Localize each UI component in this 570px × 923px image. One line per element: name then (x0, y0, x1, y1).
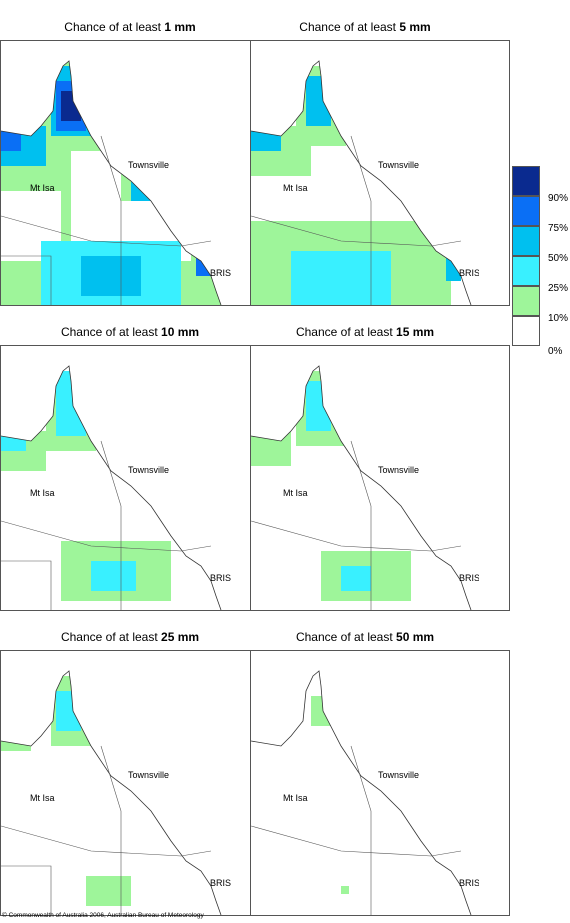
panel-title-25mm: Chance of at least 25 mm (60, 630, 200, 644)
map-1mm: Townsville Mt Isa BRIS (0, 40, 260, 306)
label-mt-isa: Mt Isa (283, 488, 308, 498)
label-mt-isa: Mt Isa (283, 183, 308, 193)
label-bris: BRIS (210, 573, 231, 583)
map-15mm: Townsville Mt Isa BRIS (250, 345, 510, 611)
label-mt-isa: Mt Isa (283, 793, 308, 803)
legend-label-25: 25% (548, 283, 569, 294)
panel-title-1mm: Chance of at least 1 mm (64, 20, 196, 34)
panel-title-15mm: Chance of at least 15 mm (295, 325, 435, 339)
panel-title-5mm: Chance of at least 5 mm (299, 20, 431, 34)
label-bris: BRIS (210, 878, 231, 888)
label-mt-isa: Mt Isa (30, 793, 55, 803)
map-50mm: Townsville Mt Isa BRIS (250, 650, 510, 916)
panel-title-50mm: Chance of at least 50 mm (295, 630, 435, 644)
label-bris: BRIS (210, 268, 231, 278)
copyright-text: © Commonwealth of Australia 2006, Austra… (2, 912, 204, 919)
label-townsville: Townsville (128, 465, 169, 475)
legend-swatch-75 (512, 196, 540, 226)
legend-swatch-0 (512, 316, 540, 346)
legend-swatch-25 (512, 256, 540, 286)
legend-label-10: 10% (548, 313, 569, 324)
map-5mm: Townsville Mt Isa BRIS (250, 40, 510, 306)
legend-label-75: 75% (548, 223, 569, 234)
map-25mm: Townsville Mt Isa BRIS (0, 650, 260, 916)
label-townsville: Townsville (378, 770, 419, 780)
legend-swatch-50 (512, 226, 540, 256)
label-mt-isa: Mt Isa (30, 488, 55, 498)
legend-label-50: 50% (548, 253, 569, 264)
label-bris: BRIS (459, 573, 479, 583)
label-townsville: Townsville (378, 160, 419, 170)
legend-swatch-10 (512, 286, 540, 316)
label-bris: BRIS (459, 878, 479, 888)
map-10mm: Townsville Mt Isa BRIS (0, 345, 260, 611)
label-townsville: Townsville (128, 160, 169, 170)
legend-swatch-90 (512, 166, 540, 196)
label-townsville: Townsville (378, 465, 419, 475)
legend-label-0: 0% (548, 346, 563, 357)
label-mt-isa: Mt Isa (30, 183, 55, 193)
label-townsville: Townsville (128, 770, 169, 780)
panel-title-10mm: Chance of at least 10 mm (60, 325, 200, 339)
label-bris: BRIS (459, 268, 479, 278)
legend-label-90: 90% (548, 193, 569, 204)
